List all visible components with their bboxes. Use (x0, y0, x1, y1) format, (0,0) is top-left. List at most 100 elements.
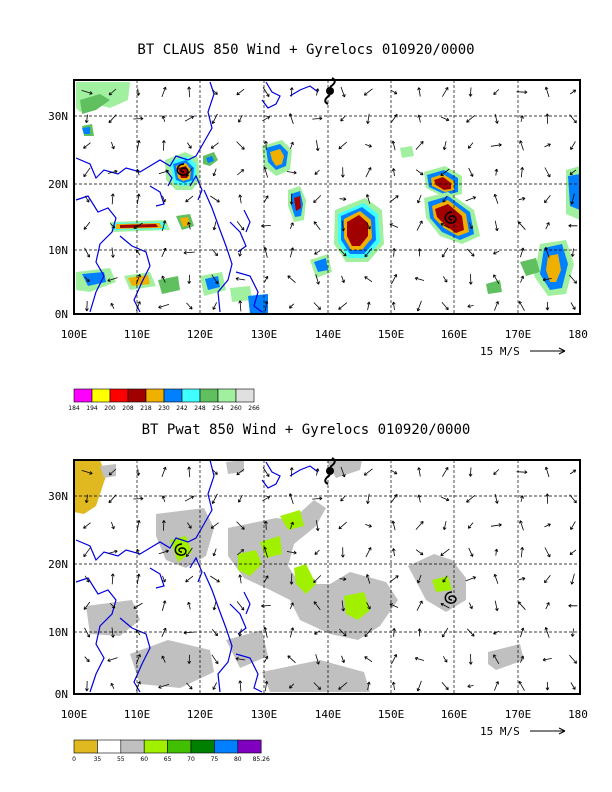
wind-vector-arrow-icon (187, 274, 192, 284)
legend-swatch (127, 388, 147, 403)
wind-vector-arrow-icon (468, 602, 473, 610)
bottom-panel-title: BT Pwat 850 Wind + Gyrelocs 010920/0000 (141, 422, 471, 438)
wind-vector-arrow-icon (545, 113, 550, 124)
wind-vector-arrow-icon (519, 520, 524, 531)
wind-vector-arrow-icon (544, 86, 550, 98)
gyre-location-icon (176, 163, 457, 224)
wind-vector-arrow-icon (186, 682, 193, 690)
wind-vector-arrow-icon (414, 276, 425, 281)
wind-vector-arrow-icon (288, 493, 294, 505)
wind-vector-arrow-icon (493, 654, 500, 665)
wind-vector-arrow-icon (544, 167, 551, 178)
color-legend-bottom: 0 35 55 60 65 70 75 80 85.26 (72, 739, 270, 763)
wind-vector-arrow-icon (263, 575, 269, 583)
wind-vector-arrow-icon (108, 114, 117, 124)
wind-vector-arrow-icon (289, 222, 294, 229)
wind-vector-arrow-icon (340, 116, 346, 122)
wind-vector-arrow-icon (212, 302, 217, 310)
wind-vector-arrow-icon (289, 573, 294, 585)
wind-vector-arrow-icon (133, 496, 144, 501)
wind-vector-arrow-icon (441, 681, 449, 691)
wind-vector-arrow-icon (161, 466, 167, 478)
wind-vector-arrow-icon (110, 223, 116, 229)
legend-swatch (109, 388, 129, 403)
wind-vector-arrow-icon (466, 628, 475, 637)
wind-vector-arrow-icon (465, 196, 477, 202)
wind-vector-arrow-icon (313, 601, 321, 611)
wind-vector-arrow-icon (288, 113, 294, 125)
wind-vector-arrow-icon (544, 246, 550, 258)
wind-vector-arrow-icon (211, 113, 218, 124)
wind-vector-arrow-icon (391, 301, 396, 311)
wind-vector-arrow-icon (110, 193, 115, 205)
wind-vector-arrow-icon (83, 221, 91, 230)
wind-vector-arrow-icon (417, 194, 422, 204)
wind-vector-arrow-icon (161, 600, 167, 612)
wind-vector-arrow-icon (264, 140, 268, 150)
wind-vector-arrow-icon (340, 547, 345, 558)
wind-vector-arrow-icon (494, 220, 499, 232)
wind-vector-arrow-icon (417, 87, 421, 97)
wind-vector-arrow-icon (468, 222, 473, 230)
wind-vector-arrow-icon (365, 144, 372, 148)
wind-vector-arrow-icon (111, 627, 115, 638)
legend-swatch (217, 388, 237, 403)
wind-vector-arrow-icon (389, 575, 399, 583)
wind-vector-arrow-icon (238, 574, 243, 584)
wind-vector-arrow-icon (211, 274, 219, 285)
wind-vector-arrow-icon (264, 680, 269, 691)
wind-vector-arrow-icon (261, 604, 271, 608)
legend-swatch (73, 739, 98, 754)
lon-labels: 100E 110E 120E 130E 140E 150E 160E 170E … (61, 328, 588, 341)
wind-vector-arrow-icon (570, 628, 575, 637)
wind-vector-arrow-icon (236, 601, 245, 611)
wind-vector-arrow-icon (441, 496, 450, 502)
wind-vector-arrow-icon (210, 195, 220, 203)
legend-label: 242 (176, 405, 188, 412)
wind-vector-arrow-icon (544, 547, 551, 558)
wind-vector-arrow-icon (313, 682, 321, 690)
wind-vector-arrow-icon (236, 468, 245, 476)
wind-vector-arrow-icon (263, 247, 268, 258)
wind-vector-arrow-icon (366, 222, 371, 230)
wind-vector-arrow-icon (520, 275, 525, 283)
wind-vector-arrow-icon (136, 88, 141, 96)
wind-vector-arrow-icon (494, 600, 499, 612)
svg-text:0N: 0N (55, 688, 68, 701)
wind-vector-arrow-icon (440, 548, 450, 556)
svg-text:15 M/S: 15 M/S (480, 345, 520, 358)
wind-vector-arrow-icon (340, 496, 346, 502)
lon-labels-bottom: 100E 110E 120E 130E 140E 150E 160E 170E … (61, 708, 588, 721)
svg-text:170E: 170E (505, 328, 532, 341)
svg-text:100E: 100E (61, 708, 88, 721)
wind-vector-arrow-icon (390, 114, 398, 124)
wind-vector-arrow-icon (494, 168, 499, 176)
wind-vector-arrow-icon (161, 495, 166, 502)
wind-vector-arrow-icon (442, 141, 447, 151)
wind-vector-arrow-icon (442, 195, 448, 203)
wind-vector-arrow-icon (136, 140, 141, 151)
wind-vector-arrow-icon (364, 247, 373, 258)
wind-vector-arrow-icon (338, 682, 348, 690)
wind-vector-arrow-icon (442, 575, 448, 583)
wind-vector-arrow-icon (290, 141, 294, 150)
wind-vector-arrow-icon (262, 467, 270, 477)
wind-vector-arrow-icon (236, 169, 245, 176)
wind-vector-arrow-icon (466, 494, 476, 503)
wind-vector-arrow-icon (161, 655, 166, 663)
wind-vector-arrow-icon (212, 89, 218, 95)
wind-vector-arrow-icon (490, 143, 502, 147)
wind-vector-arrow-icon (263, 546, 268, 558)
svg-text:150E: 150E (378, 708, 405, 721)
wind-vector-arrow-icon (518, 300, 525, 311)
wind-vector-arrow-icon (517, 221, 526, 230)
wind-vector-arrow-icon (264, 655, 269, 663)
wind-vector-arrow-icon (366, 602, 371, 610)
wind-vector-arrow-icon (211, 654, 219, 665)
legend-label: 0 (72, 756, 76, 763)
wind-vector-arrow-icon (83, 601, 91, 610)
wind-vector-arrow-icon (136, 681, 141, 691)
legend-swatch (97, 739, 122, 754)
legend-label: 184 (68, 405, 80, 412)
wind-vector-arrow-icon (494, 493, 499, 504)
